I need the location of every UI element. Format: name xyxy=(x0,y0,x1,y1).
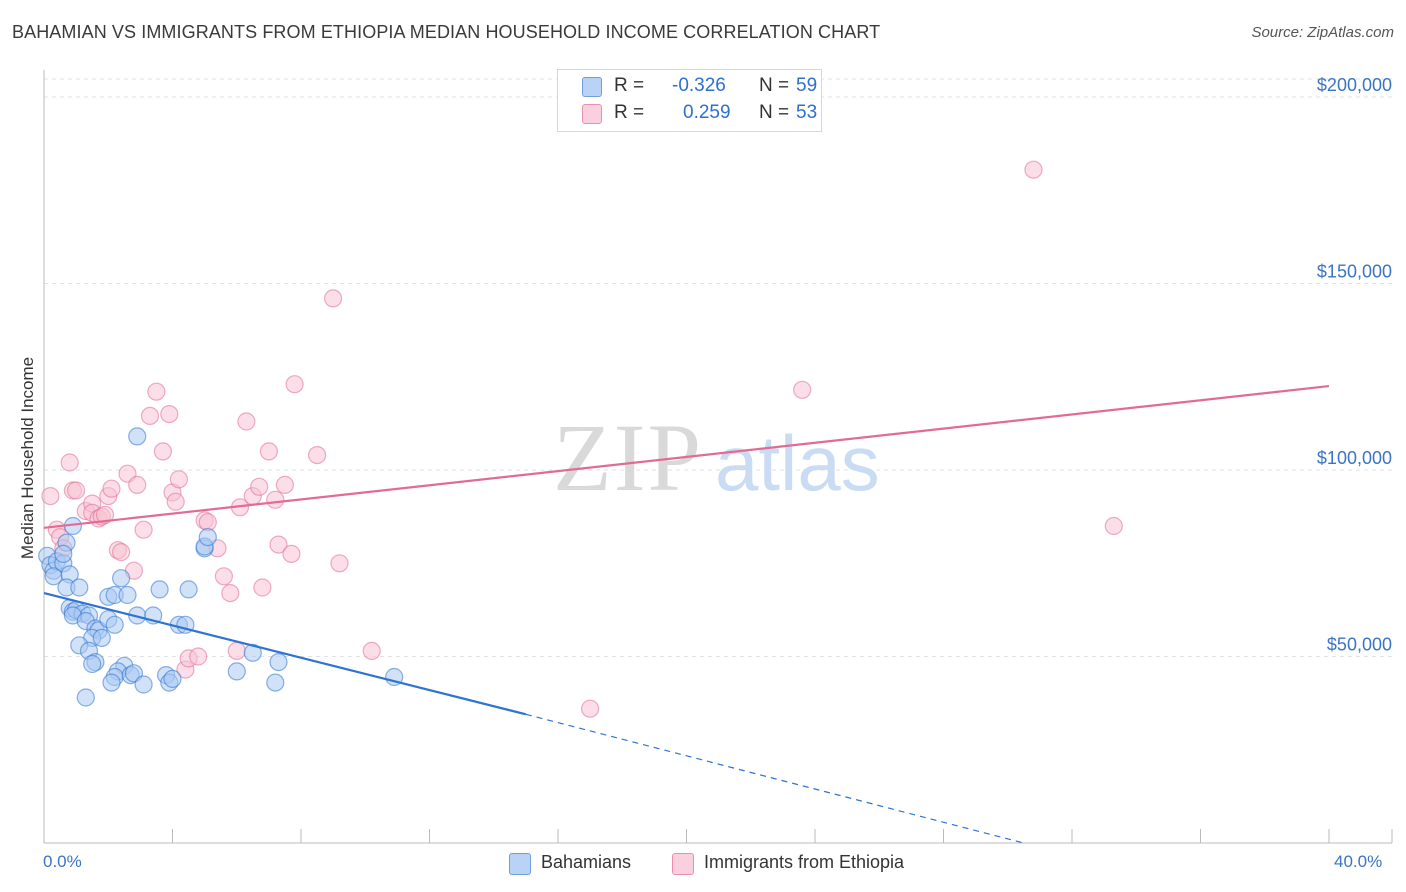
data-point xyxy=(147,382,166,401)
legend-r-value: -0.326 xyxy=(672,75,726,96)
bottom-legend-swatch-ethiopia xyxy=(672,853,694,875)
legend-n-value: 59 xyxy=(796,75,818,96)
chart-title: BAHAMIAN VS IMMIGRANTS FROM ETHIOPIA MED… xyxy=(12,22,881,42)
x-tick-marks xyxy=(43,829,1393,843)
x-tick-label-max: 40.0% xyxy=(1334,852,1383,871)
data-point xyxy=(250,477,269,496)
y-tick-label: $100,000 xyxy=(1317,448,1392,468)
data-point xyxy=(227,662,246,681)
data-point xyxy=(266,673,285,692)
data-point xyxy=(580,699,600,718)
data-point xyxy=(60,453,79,472)
data-point xyxy=(128,427,147,446)
legend-n-value: 53 xyxy=(796,102,818,123)
data-point xyxy=(163,669,182,689)
legend-swatch-bahamians xyxy=(582,77,602,97)
data-point xyxy=(153,442,172,461)
bottom-legend-swatch-bahamians xyxy=(509,853,531,875)
y-tick-label: $200,000 xyxy=(1317,75,1392,95)
trend-lines xyxy=(43,384,1330,844)
source-label: Source: ZipAtlas.com xyxy=(1251,24,1394,41)
y-tick-label: $150,000 xyxy=(1317,262,1392,282)
data-point xyxy=(102,673,121,692)
legend-r-label: R = xyxy=(614,102,645,123)
data-point xyxy=(76,688,95,707)
data-point xyxy=(54,544,73,564)
data-point xyxy=(41,487,60,506)
data-point xyxy=(308,446,327,465)
legend-r-label: R = xyxy=(614,75,645,96)
correlation-legend: R = -0.326 N = 59 R = 0.259 N = 53 xyxy=(557,69,822,132)
data-point xyxy=(330,554,349,573)
data-point xyxy=(253,578,272,597)
watermark-atlas: atlas xyxy=(715,419,880,507)
data-point xyxy=(66,481,86,500)
data-point xyxy=(179,580,198,599)
data-point xyxy=(259,442,278,461)
x-tick-label-min: 0.0% xyxy=(43,852,82,871)
y-axis-label: Median Household Income xyxy=(18,356,37,560)
trend-extension-bahamians xyxy=(525,713,1024,844)
data-point xyxy=(269,535,288,554)
data-point xyxy=(189,647,208,666)
data-point xyxy=(1104,516,1123,536)
watermark: ZIP atlas xyxy=(553,404,880,511)
data-point xyxy=(166,492,185,511)
data-point xyxy=(70,578,89,597)
series-bahamians xyxy=(38,427,404,707)
data-point xyxy=(134,675,153,694)
data-point xyxy=(362,641,381,661)
data-point xyxy=(160,405,179,424)
data-point xyxy=(214,567,233,586)
data-point xyxy=(111,569,131,588)
data-point xyxy=(169,470,188,489)
data-point xyxy=(140,406,160,425)
y-tick-label: $50,000 xyxy=(1327,635,1392,655)
data-point xyxy=(1024,160,1043,179)
data-point xyxy=(243,643,262,662)
data-point xyxy=(793,380,812,399)
data-point xyxy=(118,585,137,605)
legend-n-label: N = xyxy=(759,75,790,96)
data-point xyxy=(102,479,121,498)
axes xyxy=(43,70,1392,844)
gridlines xyxy=(44,78,1392,657)
data-point xyxy=(269,652,288,672)
data-point xyxy=(324,289,343,308)
data-point xyxy=(95,505,115,524)
data-point xyxy=(221,583,240,603)
legend-n-label: N = xyxy=(759,102,790,123)
legend-r-value: 0.259 xyxy=(683,102,731,123)
data-point xyxy=(237,412,256,431)
data-point xyxy=(198,527,217,547)
data-point xyxy=(150,580,169,599)
data-point xyxy=(285,375,304,394)
data-point xyxy=(128,475,147,494)
data-point xyxy=(227,641,246,661)
legend-swatch-ethiopia xyxy=(582,104,602,124)
data-point xyxy=(266,490,285,509)
data-point xyxy=(111,542,131,562)
bottom-legend-label: Immigrants from Ethiopia xyxy=(704,852,905,872)
data-point xyxy=(282,544,301,564)
data-point xyxy=(83,654,102,674)
data-point xyxy=(105,615,124,634)
trend-line-ethiopia xyxy=(43,384,1330,529)
series-immigrants-from-ethiopia xyxy=(41,160,1123,718)
y-tick-labels: $50,000 $100,000 $150,000 $200,000 xyxy=(1317,75,1392,655)
data-point xyxy=(275,475,294,494)
data-point xyxy=(134,520,153,539)
bottom-legend-label: Bahamians xyxy=(541,852,632,872)
data-point xyxy=(92,628,111,648)
trend-line-bahamians xyxy=(43,592,527,716)
